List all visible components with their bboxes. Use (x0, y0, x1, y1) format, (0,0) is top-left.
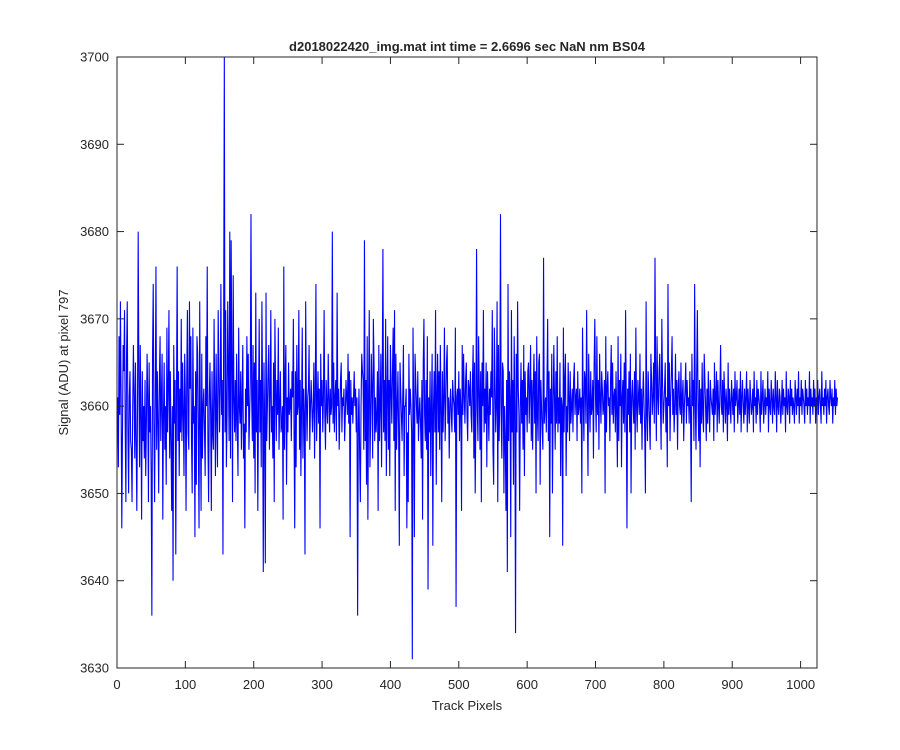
y-tick-label: 3630 (80, 661, 109, 676)
y-tick-label: 3670 (80, 311, 109, 326)
y-tick-label: 3680 (80, 224, 109, 239)
chart-title: d2018022420_img.mat int time = 2.6696 se… (289, 39, 646, 54)
x-axis-label: Track Pixels (432, 698, 503, 713)
x-tick-label: 500 (448, 677, 470, 692)
y-tick-label: 3650 (80, 486, 109, 501)
series-line (117, 56, 839, 660)
data-layer (117, 56, 839, 660)
x-tick-label: 600 (516, 677, 538, 692)
x-tick-label: 100 (175, 677, 197, 692)
y-tick-label: 3660 (80, 399, 109, 414)
y-tick-label: 3690 (80, 137, 109, 152)
x-tick-label: 200 (243, 677, 265, 692)
x-tick-label: 400 (380, 677, 402, 692)
axis-layer: 0 100 200 300 400 500 600 700 800 900 1000 3630 3640… (80, 50, 817, 692)
x-tick-label: 0 (113, 677, 120, 692)
y-axis-label: Signal (ADU) at pixel 797 (56, 290, 71, 436)
plot-frame (116, 56, 818, 669)
x-tick-label: 700 (585, 677, 607, 692)
plot-area (117, 57, 817, 668)
x-tick-label: 900 (721, 677, 743, 692)
y-tick-label: 3640 (80, 573, 109, 588)
x-tick-label: 300 (311, 677, 333, 692)
y-tick-label: 3700 (80, 50, 109, 65)
x-tick-label: 1000 (786, 677, 815, 692)
x-tick-label: 800 (653, 677, 675, 692)
